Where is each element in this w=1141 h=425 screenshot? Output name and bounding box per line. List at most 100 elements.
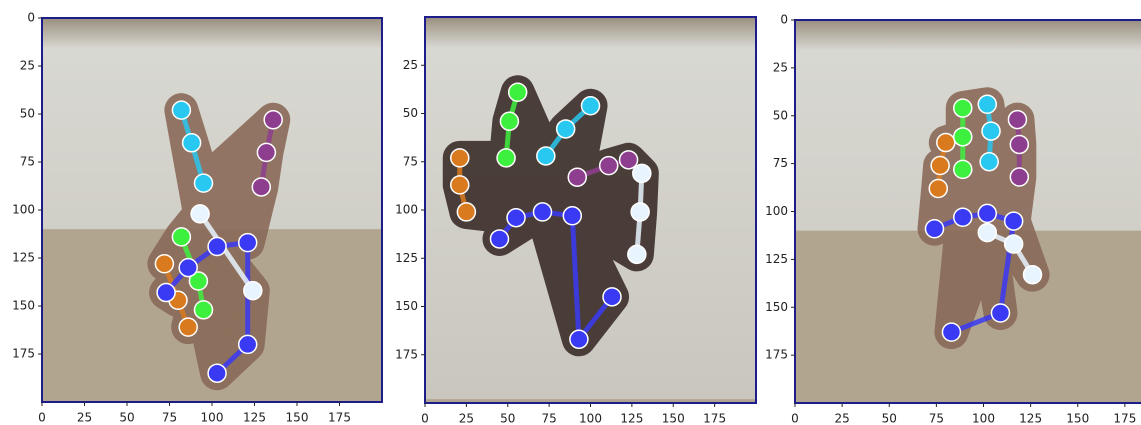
x-tick-label: 100 (579, 412, 602, 425)
x-tick-label: 50 (119, 411, 134, 425)
landmark (570, 330, 588, 348)
landmark (155, 255, 173, 273)
landmark (980, 153, 998, 171)
landmark (1005, 235, 1023, 253)
x-tick-label: 25 (77, 411, 92, 425)
landmark (1024, 266, 1042, 284)
landmark (257, 143, 275, 161)
x-tick-label: 175 (703, 412, 726, 425)
landmark (978, 224, 996, 242)
landmark (451, 176, 469, 194)
x-tick-label: 75 (929, 412, 944, 425)
y-tick-label: 75 (403, 154, 418, 168)
y-tick-label: 175 (395, 347, 418, 361)
y-tick-label: 75 (773, 156, 788, 170)
y-tick-label: 50 (773, 108, 788, 122)
panel: 0 25 50 75 100 125 150 175 25 50 75 100 125 150 175 (395, 17, 756, 425)
x-tick-label: 0 (38, 411, 46, 425)
y-tick-label: 125 (12, 251, 35, 265)
landmark (195, 301, 213, 319)
x-tick-label: 125 (243, 411, 266, 425)
x-tick-label: 75 (162, 411, 177, 425)
y-tick-label: 150 (395, 299, 418, 313)
x-tick-label: 50 (500, 412, 515, 425)
landmark (172, 228, 190, 246)
landmark (603, 288, 621, 306)
landmark (509, 83, 527, 101)
landmark (157, 284, 175, 302)
y-tick-label: 25 (20, 59, 35, 73)
landmark (978, 95, 996, 113)
landmark (497, 149, 515, 167)
landmark (1010, 168, 1028, 186)
x-tick-label: 100 (972, 412, 995, 425)
y-tick-label: 50 (403, 106, 418, 120)
y-tick-label: 125 (765, 252, 788, 266)
photo (42, 18, 382, 402)
landmark (1005, 212, 1023, 230)
landmark (239, 335, 257, 353)
landmark (172, 101, 190, 119)
y-tick-label: 25 (403, 58, 418, 72)
landmark (1010, 135, 1028, 153)
landmark (252, 178, 270, 196)
y-tick-label: 100 (765, 204, 788, 218)
landmark (457, 203, 475, 221)
x-tick-label: 100 (201, 411, 224, 425)
x-tick-label: 150 (662, 412, 685, 425)
landmark (195, 174, 213, 192)
landmark (991, 304, 1009, 322)
landmark (954, 208, 972, 226)
landmark (942, 323, 960, 341)
landmark (600, 157, 618, 175)
y-tick-label: 0 (780, 13, 788, 27)
y-tick-label: 50 (20, 107, 35, 121)
landmark (978, 204, 996, 222)
landmark (507, 209, 525, 227)
x-tick-label: 125 (1019, 412, 1042, 425)
landmark (179, 259, 197, 277)
landmark (557, 120, 575, 138)
landmark (628, 245, 646, 263)
landmark (937, 134, 955, 152)
x-tick-label: 25 (834, 412, 849, 425)
x-tick-label: 175 (1113, 412, 1136, 425)
x-tick-label: 50 (882, 412, 897, 425)
landmark (534, 203, 552, 221)
landmark (954, 99, 972, 117)
landmark (563, 207, 581, 225)
landmark (982, 122, 1000, 140)
landmark (208, 364, 226, 382)
landmark (239, 234, 257, 252)
landmark (500, 112, 518, 130)
landmark (179, 318, 197, 336)
landmark (191, 205, 209, 223)
landmark (633, 164, 651, 182)
y-tick-label: 25 (773, 60, 788, 74)
x-tick-label: 75 (541, 412, 556, 425)
y-tick-label: 150 (12, 299, 35, 313)
y-tick-label: 175 (765, 348, 788, 362)
landmark (925, 220, 943, 238)
landmark (244, 282, 262, 300)
y-tick-label: 175 (12, 347, 35, 361)
x-tick-label: 0 (791, 412, 799, 425)
landmark (1008, 111, 1026, 129)
x-tick-label: 0 (421, 412, 429, 425)
x-tick-label: 25 (459, 412, 474, 425)
y-tick-label: 100 (12, 203, 35, 217)
y-tick-label: 100 (395, 203, 418, 217)
x-tick-label: 150 (286, 411, 309, 425)
y-tick-label: 0 (27, 11, 35, 25)
landmark (264, 111, 282, 129)
x-tick-label: 175 (328, 411, 351, 425)
landmark (620, 151, 638, 169)
y-tick-label: 125 (395, 251, 418, 265)
y-tick-label: 75 (20, 155, 35, 169)
landmark (954, 128, 972, 146)
figure: 0 25 50 75 100 125 150 175 0 25 50 75 100 125 150 175 0 2… (0, 0, 1141, 425)
x-tick-label: 125 (620, 412, 643, 425)
landmark (931, 157, 949, 175)
landmark (631, 203, 649, 221)
